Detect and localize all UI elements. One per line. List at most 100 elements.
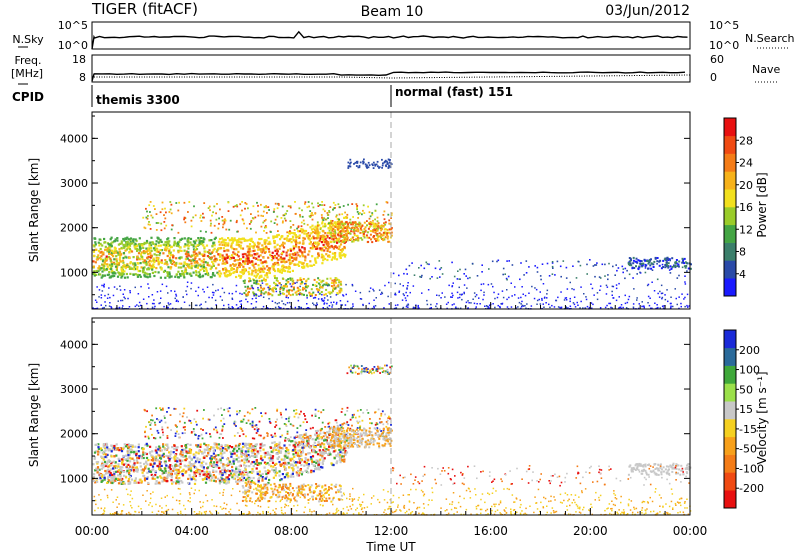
velocity-echo — [239, 465, 241, 467]
power-echo — [258, 215, 260, 217]
power-echo — [108, 294, 110, 296]
power-echo — [537, 300, 539, 302]
power-echo — [365, 230, 367, 232]
power-echo — [340, 249, 342, 251]
power-echo — [98, 296, 100, 298]
power-echo — [649, 298, 651, 300]
power-echo — [208, 239, 210, 241]
velocity-echo — [243, 470, 245, 472]
power-echo — [671, 257, 673, 259]
power-echo — [219, 275, 221, 277]
power-echo — [389, 303, 391, 305]
power-echo — [580, 286, 582, 288]
power-echo — [327, 232, 329, 234]
power-echo — [99, 289, 101, 291]
power-echo — [470, 302, 472, 304]
power-echo — [171, 224, 173, 226]
power-echo — [657, 293, 659, 295]
velocity-echo — [217, 454, 219, 456]
power-echo — [190, 244, 192, 246]
power-echo — [203, 266, 205, 268]
velocity-echo — [297, 470, 299, 472]
velocity-echo — [207, 473, 209, 475]
power-echo — [551, 305, 553, 307]
power-echo — [332, 228, 334, 230]
velocity-echo — [156, 452, 158, 454]
power-echo — [356, 205, 358, 207]
power-echo — [128, 251, 130, 253]
velocity-echo — [246, 461, 248, 463]
power-echo — [329, 251, 331, 253]
power-echo — [359, 166, 361, 168]
power-echo — [633, 257, 635, 259]
power-echo — [216, 203, 218, 205]
power-echo — [251, 303, 253, 305]
power-echo — [483, 283, 485, 285]
power-echo — [265, 248, 267, 250]
power-echo — [122, 272, 124, 274]
power-echo — [198, 271, 200, 273]
velocity-echo — [162, 443, 164, 445]
velocity-echo — [305, 470, 307, 472]
power-echo — [419, 276, 421, 278]
velocity-echo — [247, 481, 249, 483]
power-echo — [651, 263, 653, 265]
velocity-echo — [209, 465, 211, 467]
power-echo — [344, 254, 346, 256]
velocity-echo — [243, 474, 245, 476]
power-echo — [344, 212, 346, 214]
velocity-echo — [245, 465, 247, 467]
velocity-echo — [175, 482, 177, 484]
power-colorbar-swatch — [724, 171, 736, 189]
power-echo — [347, 167, 349, 169]
power-ytick-label: 4000 — [60, 132, 88, 145]
power-echo — [173, 249, 175, 251]
power-echo — [124, 277, 126, 279]
power-echo — [622, 272, 624, 274]
velocity-echo — [107, 466, 109, 468]
power-echo — [356, 207, 358, 209]
power-echo — [235, 248, 237, 250]
power-echo — [293, 247, 295, 249]
power-echo — [304, 257, 306, 259]
power-echo — [248, 271, 250, 273]
power-echo — [359, 232, 361, 234]
power-echo — [209, 209, 211, 211]
power-echo — [386, 163, 388, 165]
power-echo — [256, 301, 258, 303]
power-echo — [319, 204, 321, 206]
power-echo — [301, 246, 303, 248]
power-echo — [373, 300, 375, 302]
velocity-echo — [105, 453, 107, 455]
velocity-echo — [127, 458, 129, 460]
power-echo — [606, 305, 608, 307]
power-echo — [479, 303, 481, 305]
power-echo — [218, 218, 220, 220]
power-echo — [116, 269, 118, 271]
power-echo — [177, 271, 179, 273]
power-echo — [309, 210, 311, 212]
power-echo — [266, 272, 268, 274]
velocity-echo — [232, 450, 234, 452]
velocity-echo — [336, 455, 338, 457]
power-echo — [271, 265, 273, 267]
power-echo — [333, 202, 335, 204]
power-echo — [218, 270, 220, 272]
power-echo — [243, 223, 245, 225]
power-echo — [159, 249, 161, 251]
power-echo — [162, 202, 164, 204]
power-echo — [358, 230, 360, 232]
power-echo — [93, 273, 95, 275]
power-echo — [136, 250, 138, 252]
power-echo — [254, 217, 256, 219]
power-echo — [320, 235, 322, 237]
power-echo — [452, 295, 454, 297]
power-echo — [303, 266, 305, 268]
power-echo — [301, 251, 303, 253]
power-echo — [147, 248, 149, 250]
power-echo — [523, 274, 525, 276]
power-echo — [374, 229, 376, 231]
velocity-echo — [277, 457, 279, 459]
power-echo — [291, 241, 293, 243]
power-echo — [651, 282, 653, 284]
